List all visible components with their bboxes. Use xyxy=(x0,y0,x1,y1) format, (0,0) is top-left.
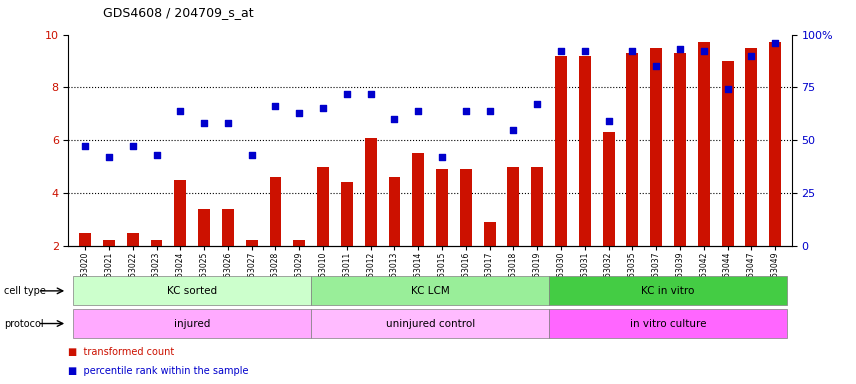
Bar xyxy=(413,153,425,246)
Bar xyxy=(80,233,91,246)
Bar xyxy=(436,169,448,246)
Bar xyxy=(770,43,781,246)
Bar xyxy=(103,240,115,246)
Point xyxy=(364,91,377,97)
Bar xyxy=(627,53,639,246)
Point xyxy=(435,154,449,160)
Bar xyxy=(270,177,282,246)
Bar xyxy=(151,240,163,246)
Point xyxy=(673,46,687,53)
Bar xyxy=(579,56,591,246)
Bar xyxy=(651,48,663,246)
Text: injured: injured xyxy=(174,318,211,329)
Point xyxy=(531,101,544,108)
Bar xyxy=(341,182,353,246)
Bar xyxy=(246,240,258,246)
Text: protocol: protocol xyxy=(4,318,44,329)
Point xyxy=(650,63,663,70)
Point xyxy=(126,144,140,150)
Point xyxy=(174,108,187,114)
Bar xyxy=(555,56,567,246)
Bar xyxy=(317,167,329,246)
Bar xyxy=(222,209,234,246)
Point xyxy=(340,91,354,97)
Point xyxy=(554,48,568,55)
Bar xyxy=(698,43,710,246)
Point xyxy=(721,86,734,93)
Point xyxy=(293,110,306,116)
Text: ■  transformed count: ■ transformed count xyxy=(68,347,175,357)
Point xyxy=(245,152,259,158)
Point xyxy=(197,120,211,126)
Text: in vitro culture: in vitro culture xyxy=(630,318,706,329)
Bar xyxy=(674,53,686,246)
Bar xyxy=(484,222,496,246)
Text: uninjured control: uninjured control xyxy=(385,318,475,329)
Point xyxy=(150,152,163,158)
Point xyxy=(316,106,330,112)
Bar xyxy=(532,167,544,246)
Point xyxy=(697,48,710,55)
Bar xyxy=(603,132,615,246)
Point xyxy=(221,120,235,126)
Text: KC sorted: KC sorted xyxy=(167,286,217,296)
Bar xyxy=(508,167,520,246)
Text: KC LCM: KC LCM xyxy=(411,286,449,296)
Bar xyxy=(127,233,139,246)
Point xyxy=(483,108,496,114)
Point xyxy=(602,118,615,124)
Point xyxy=(78,144,92,150)
Point xyxy=(578,48,591,55)
Point xyxy=(388,116,401,122)
Bar xyxy=(294,240,306,246)
Text: GDS4608 / 204709_s_at: GDS4608 / 204709_s_at xyxy=(103,6,253,19)
Point xyxy=(769,40,782,46)
Bar xyxy=(198,209,210,246)
Point xyxy=(269,103,282,109)
Bar xyxy=(746,48,758,246)
Text: KC in vitro: KC in vitro xyxy=(641,286,695,296)
Point xyxy=(459,108,473,114)
Point xyxy=(745,53,758,59)
Point xyxy=(507,127,520,133)
Bar xyxy=(460,169,472,246)
Point xyxy=(626,48,639,55)
Text: cell type: cell type xyxy=(4,286,46,296)
Point xyxy=(412,108,425,114)
Bar xyxy=(175,180,187,246)
Bar xyxy=(365,137,377,246)
Point xyxy=(102,154,116,160)
Text: ■  percentile rank within the sample: ■ percentile rank within the sample xyxy=(68,366,249,376)
Bar xyxy=(389,177,401,246)
Bar xyxy=(722,61,734,246)
